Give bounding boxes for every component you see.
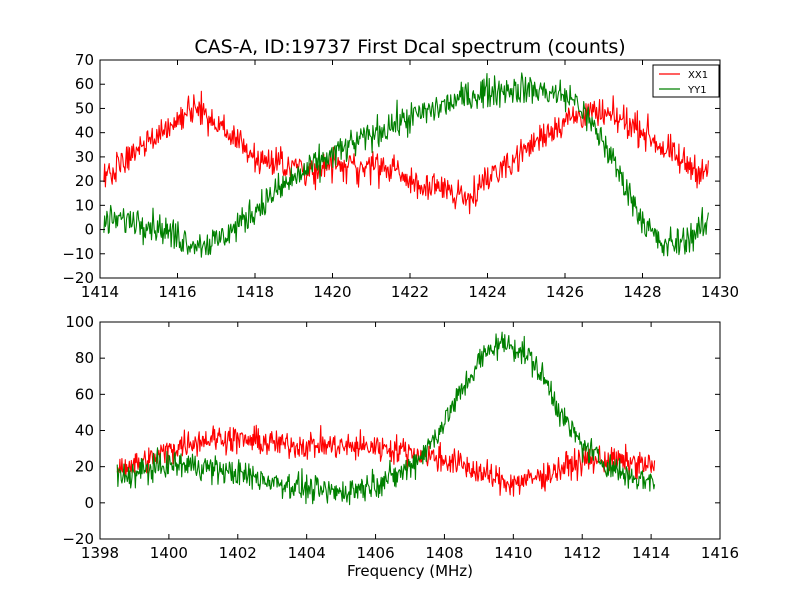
y-tick-label: 40	[75, 422, 94, 440]
legend-label-yy1: YY1	[687, 85, 707, 96]
y-tick-label: 20	[75, 172, 94, 190]
y-tick-label: 60	[75, 75, 94, 93]
y-tick-label: 0	[84, 221, 94, 239]
y-tick-label: 50	[75, 99, 94, 117]
y-tick-label: 100	[65, 313, 94, 331]
x-tick-label: 1430	[701, 283, 739, 301]
x-tick-label: 1410	[494, 544, 532, 562]
series-line-yy1	[103, 72, 709, 258]
y-tick-label: 0	[84, 494, 94, 512]
x-tick-label: 1416	[158, 283, 196, 301]
x-tick-label: 1428	[623, 283, 661, 301]
bottom-plot-area: 1398 1400 1402 1404 1406 1408 1410 1412 1414 1416…	[62, 313, 739, 562]
legend: XX1 YY1	[652, 64, 720, 98]
y-tick-label: 10	[75, 196, 94, 214]
x-tick-label: 1414	[81, 283, 119, 301]
x-tick-label: 1406	[356, 544, 394, 562]
x-tick-label: 1414	[632, 544, 670, 562]
y-tick-label: −10	[62, 245, 94, 263]
chart-title: CAS-A, ID:19737 First Dcal spectrum (cou…	[194, 36, 625, 58]
series-line-xx1	[103, 90, 709, 215]
y-tick-label: 70	[75, 51, 94, 69]
x-axis-label: Frequency (MHz)	[347, 562, 473, 580]
x-tick-label: 1404	[288, 544, 326, 562]
x-tick-label: 1420	[313, 283, 351, 301]
series-line-xx1	[116, 424, 656, 497]
y-tick-label: 20	[75, 458, 94, 476]
y-tick-label: 30	[75, 148, 94, 166]
y-tick-label: 80	[75, 349, 94, 367]
top-plot-area: 1414 1416 1418 1420 1422 1424 1426 1428 1430 −20 −…	[62, 51, 739, 301]
x-tick-label: 1398	[81, 544, 119, 562]
x-tick-label: 1418	[236, 283, 274, 301]
x-tick-label: 1408	[425, 544, 463, 562]
x-tick-label: 1400	[150, 544, 188, 562]
x-tick-label: 1412	[563, 544, 601, 562]
y-tick-label: −20	[62, 530, 94, 548]
legend-label-xx1: XX1	[688, 70, 708, 81]
x-tick-label: 1426	[546, 283, 584, 301]
bottom-axes: 1398 1400 1402 1404 1406 1408 1410 1412 1414 1416…	[62, 313, 739, 580]
y-tick-label: −20	[62, 269, 94, 287]
x-tick-label: 1422	[391, 283, 429, 301]
top-axes: CAS-A, ID:19737 First Dcal spectrum (cou…	[62, 36, 739, 301]
y-tick-label: 40	[75, 124, 94, 142]
x-tick-label: 1424	[468, 283, 506, 301]
x-tick-label: 1416	[701, 544, 739, 562]
x-tick-label: 1402	[219, 544, 257, 562]
series-line-yy1	[116, 331, 656, 506]
y-tick-label: 60	[75, 385, 94, 403]
legend-box	[652, 64, 720, 98]
